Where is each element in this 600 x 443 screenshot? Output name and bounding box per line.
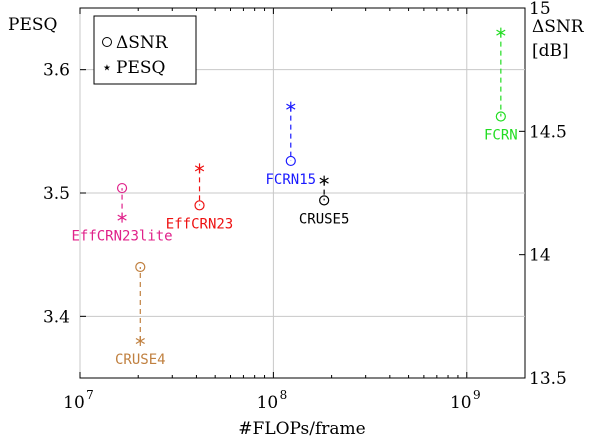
left-axis-label: PESQ (8, 15, 57, 35)
model-label: FCRN15 (265, 172, 316, 188)
y-left-tick-label: 3.5 (43, 184, 70, 204)
model-label: FCRN (484, 128, 518, 144)
x-tick-label-exponent: 9 (473, 388, 481, 402)
y-right-tick-label: 13.5 (529, 369, 567, 389)
data-marks: EffCRN23lite CRUSE4 EffCRN23 FCRN15 CRUSE5 FC… (71, 27, 518, 368)
y-left-tick-label: 3.4 (43, 307, 70, 327)
legend-entry-dsnr: ΔSNR (116, 33, 169, 53)
y-right-tick-label: 14.5 (529, 122, 567, 142)
pesq-point (319, 175, 329, 186)
x-tick-label: 10 (450, 393, 472, 413)
legend: ΔSNR ⋆ PESQ (93, 15, 197, 85)
model-label: EffCRN23 (166, 216, 233, 232)
legend-circle-icon (102, 37, 112, 47)
dsnr-point (495, 111, 506, 122)
ticks (79, 7, 525, 379)
y-right-tick-label: 15 (529, 0, 551, 19)
pesq-point (496, 27, 506, 38)
dsnr-point (116, 182, 128, 194)
y-right-tick-label: 14 (529, 246, 551, 266)
pesq-point (135, 336, 145, 346)
model-label: CRUSE5 (299, 211, 350, 227)
dsnr-point (194, 200, 205, 211)
y-left-tick-label: 3.6 (43, 61, 70, 81)
pesq-point (117, 212, 127, 223)
legend-star-icon: ⋆ (102, 58, 113, 78)
model-label: CRUSE4 (115, 352, 166, 368)
pesq-point (286, 101, 296, 112)
dsnr-point (135, 261, 146, 273)
x-tick-label: 10 (63, 393, 85, 413)
x-tick-label-exponent: 8 (280, 388, 288, 402)
x-tick-label: 10 (257, 393, 279, 413)
dsnr-point (319, 195, 330, 206)
legend-box (93, 15, 197, 85)
x-axis-label: #FLOPs/frame (238, 419, 365, 439)
legend-entry-pesq: PESQ (116, 58, 165, 78)
right-axis-label-line2: [dB] (532, 41, 569, 61)
model-label: EffCRN23lite (71, 229, 172, 245)
pesq-point (194, 163, 205, 174)
x-tick-label-exponent: 7 (86, 388, 94, 402)
dsnr-point (285, 155, 296, 167)
right-axis-label-line1: ΔSNR (532, 17, 585, 37)
